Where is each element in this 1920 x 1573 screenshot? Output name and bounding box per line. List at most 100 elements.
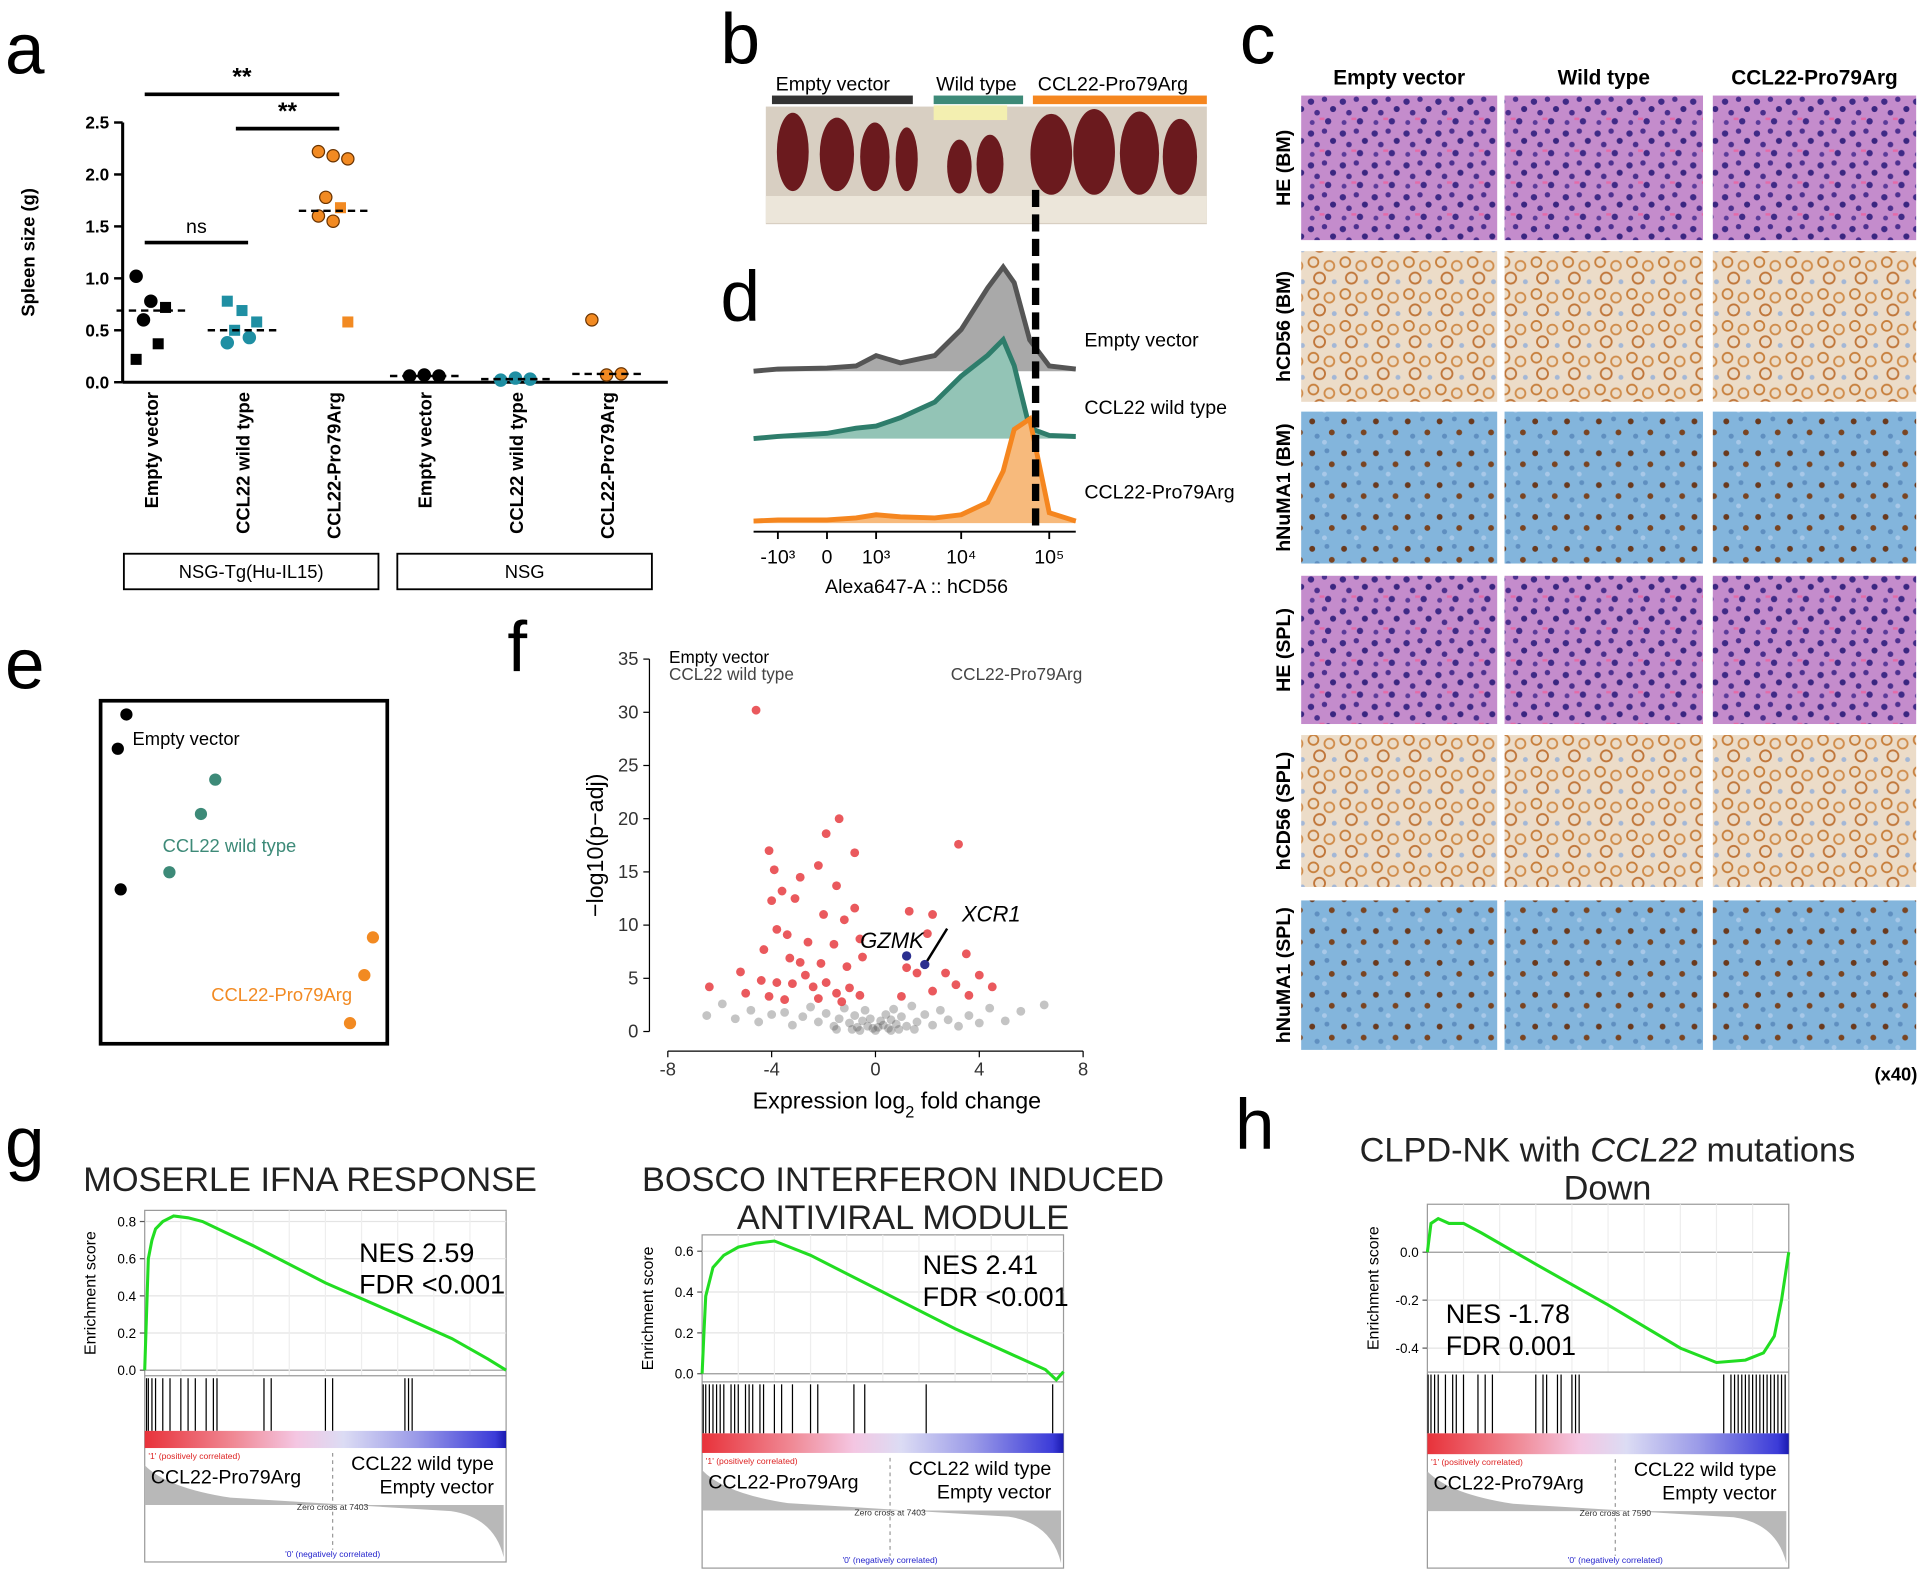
y-tick-label: 0.0 <box>117 1363 136 1378</box>
data-point <box>907 1001 917 1011</box>
text-segment: mutations <box>1697 1131 1855 1169</box>
group-label: CCL22 wild type <box>669 664 794 684</box>
highlight-point <box>920 959 930 970</box>
data-point <box>834 1014 844 1024</box>
y-tick-label: 5 <box>628 967 638 988</box>
row-label: HE (BM) <box>1273 130 1295 206</box>
spleen <box>1162 118 1198 195</box>
data-point <box>756 976 766 985</box>
data-point <box>850 903 860 913</box>
y-tick-label: 0.2 <box>117 1326 136 1341</box>
data-point <box>785 953 795 963</box>
histology-image <box>1504 575 1704 725</box>
rank-bar <box>144 1430 507 1449</box>
data-point <box>342 316 354 328</box>
series-label: CCL22 wild type <box>163 835 297 856</box>
data-point <box>585 313 599 327</box>
x-tick-label: 0 <box>870 1059 880 1080</box>
data-point <box>326 149 340 163</box>
data-point <box>847 1024 857 1034</box>
y-tick-label: 0.4 <box>675 1285 694 1300</box>
text-segment: MOSERLE IFNA RESPONSE <box>83 1161 537 1199</box>
highlight-label: XCR1 <box>961 901 1021 926</box>
spleens <box>776 109 1198 195</box>
data-point <box>832 988 841 998</box>
data-point <box>209 773 222 786</box>
data-point <box>954 839 963 849</box>
density-line <box>753 414 1077 524</box>
histology-image <box>1301 95 1498 241</box>
series-label: Empty vector <box>133 728 240 749</box>
data-point <box>855 990 865 1000</box>
data-point <box>163 866 176 879</box>
data-point <box>114 883 127 896</box>
data-point <box>928 910 937 919</box>
rank-bar <box>1427 1433 1789 1455</box>
positive-label: '1' (positively correlated) <box>148 1451 240 1461</box>
data-point <box>242 330 257 345</box>
significance-label: ns <box>186 216 207 238</box>
data-point <box>868 1023 878 1033</box>
column-header: Wild type <box>1558 67 1650 90</box>
series-label: CCL22-Pro79Arg <box>1084 482 1234 504</box>
data-point <box>152 338 164 350</box>
data-point <box>894 1024 904 1034</box>
spleen <box>947 139 972 194</box>
data-point <box>717 999 727 1009</box>
histology-image <box>1301 900 1498 1050</box>
pointer-line <box>926 927 949 962</box>
panel-letter: h <box>1235 1086 1275 1165</box>
data-point <box>319 190 333 205</box>
data-point <box>787 1020 797 1030</box>
data-point <box>860 1005 870 1015</box>
y-tick-label: 0 <box>628 1021 638 1042</box>
y-tick-label: -0.2 <box>1396 1293 1419 1308</box>
density-line <box>753 262 1077 374</box>
density-area <box>753 267 1076 372</box>
data-point <box>798 1012 808 1022</box>
positive-label: '1' (positively correlated) <box>1431 1457 1523 1467</box>
data-point <box>251 316 263 328</box>
x-tick-label: 0 <box>822 547 833 569</box>
histology-image <box>1712 411 1917 564</box>
data-point <box>130 353 142 365</box>
group-bar <box>771 95 913 105</box>
data-point <box>813 994 823 1003</box>
data-point <box>777 886 787 896</box>
y-tick-label: 0.0 <box>85 372 109 392</box>
y-tick-label: 1.0 <box>85 268 109 288</box>
x-axis-label: Expression log2 fold change <box>753 1088 1041 1122</box>
significance-label: ** <box>278 98 298 125</box>
plot-frame <box>98 698 390 1046</box>
data-point <box>236 305 248 317</box>
text-segment: fold change <box>914 1088 1041 1114</box>
text-segment: Down <box>1564 1169 1652 1207</box>
enrichment-line <box>700 1239 1065 1383</box>
ranked-label-left: CCL22-Pro79Arg <box>1433 1473 1583 1495</box>
fdr-label: FDR <0.001 <box>923 1282 1069 1312</box>
data-point <box>886 1015 896 1025</box>
photo-ruler <box>765 196 1207 223</box>
text-segment: Expression log <box>753 1088 906 1114</box>
data-point <box>790 894 800 903</box>
data-point <box>343 1017 357 1030</box>
ranked-label-right: Empty vector <box>1662 1482 1777 1504</box>
y-tick-label: 0.2 <box>675 1326 694 1341</box>
panel-letter: f <box>507 608 527 687</box>
data-point <box>803 937 813 947</box>
data-point <box>850 1011 860 1020</box>
data-point <box>341 152 355 166</box>
histology-image <box>1504 900 1704 1050</box>
text-segment: BOSCO INTERFERON INDUCED <box>642 1161 1164 1199</box>
y-tick-label: 0.6 <box>117 1252 136 1267</box>
data-point <box>850 848 860 858</box>
data-point <box>852 1022 862 1032</box>
group-label: CCL22-Pro79Arg <box>1038 74 1188 96</box>
histology-image <box>1504 735 1704 887</box>
data-point <box>795 957 805 967</box>
data-point <box>943 1015 953 1025</box>
data-point <box>912 968 922 978</box>
data-point <box>839 915 849 925</box>
data-point <box>928 1020 937 1030</box>
data-point <box>780 995 790 1005</box>
